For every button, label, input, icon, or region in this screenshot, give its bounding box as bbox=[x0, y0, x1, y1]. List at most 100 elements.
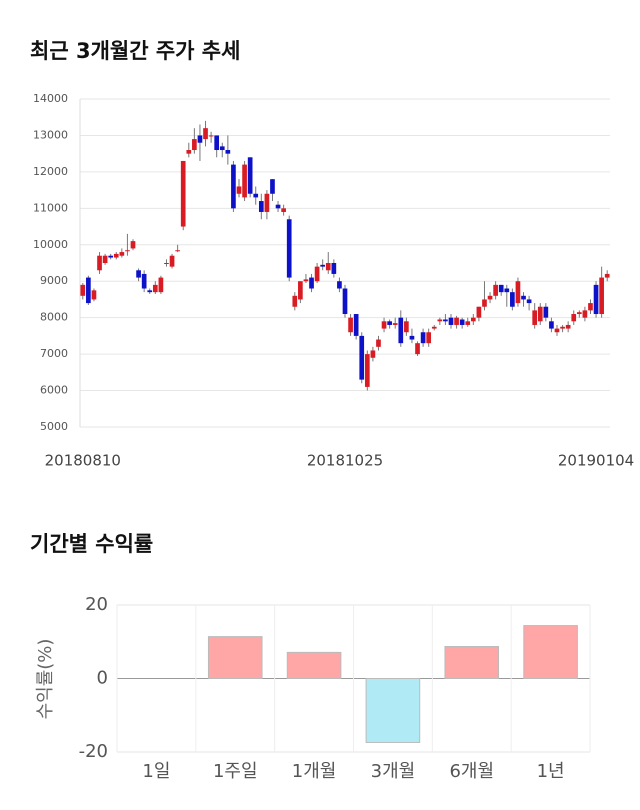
candle-body bbox=[537, 306, 543, 322]
candle-body bbox=[387, 321, 392, 325]
candle-body bbox=[113, 253, 119, 258]
candle-body bbox=[270, 179, 275, 194]
bar bbox=[207, 636, 263, 679]
candle-body bbox=[415, 343, 420, 355]
candle-body bbox=[532, 310, 538, 325]
candle-body bbox=[504, 288, 510, 293]
candle-body bbox=[169, 255, 175, 267]
candle-body bbox=[152, 284, 158, 293]
x-tick-label: 20181025 bbox=[307, 452, 383, 470]
candle-body bbox=[286, 219, 292, 278]
chart-title: 기간별 수익률 bbox=[30, 532, 153, 556]
candle-body bbox=[431, 326, 437, 329]
candle-body bbox=[180, 160, 186, 227]
bar bbox=[444, 646, 500, 680]
x-tick-label: 20190104 bbox=[558, 452, 634, 470]
candle-body bbox=[320, 264, 326, 267]
candle-body bbox=[398, 317, 404, 344]
bar bbox=[365, 678, 421, 743]
y-tick-label: 11000 bbox=[33, 201, 68, 214]
x-tick-label: 1일 bbox=[142, 761, 170, 782]
candle-body bbox=[554, 328, 560, 333]
candle-body bbox=[214, 135, 220, 151]
y-tick-label: 9000 bbox=[40, 274, 68, 287]
candle-body bbox=[86, 277, 91, 304]
x-tick-label: 3개월 bbox=[371, 761, 416, 782]
candle-body bbox=[565, 324, 571, 329]
candle-body bbox=[376, 339, 381, 347]
candle-body bbox=[208, 135, 214, 137]
candle-body bbox=[448, 317, 454, 325]
candle-body bbox=[353, 314, 359, 336]
candle-body bbox=[147, 290, 153, 293]
candle-body bbox=[242, 164, 247, 198]
y-tick-label: -20 bbox=[79, 741, 108, 762]
candle-body bbox=[543, 306, 549, 318]
candle-body bbox=[364, 354, 370, 387]
y-axis-label: 수익률(%) bbox=[35, 639, 56, 720]
candle-body bbox=[560, 326, 565, 329]
candle-body bbox=[130, 241, 136, 249]
candle-body bbox=[247, 157, 253, 194]
candle-body bbox=[476, 306, 482, 318]
y-tick-label: 12000 bbox=[33, 165, 68, 178]
candle-body bbox=[225, 150, 231, 154]
candle-body bbox=[175, 250, 180, 252]
y-tick-label: 10000 bbox=[33, 238, 68, 251]
candle-body bbox=[281, 208, 286, 212]
candle-body bbox=[337, 281, 342, 289]
candle-body bbox=[426, 332, 432, 344]
candle-body bbox=[309, 277, 314, 289]
candle-body bbox=[231, 164, 236, 209]
candle-body bbox=[348, 317, 353, 333]
y-tick-label: 14000 bbox=[33, 92, 68, 105]
candle-body bbox=[219, 146, 225, 151]
candle-body bbox=[487, 295, 493, 300]
candle-body bbox=[108, 255, 114, 258]
candle-body bbox=[582, 310, 588, 318]
candle-body bbox=[381, 321, 387, 329]
y-tick-label: 13000 bbox=[33, 128, 68, 141]
candle-body bbox=[164, 263, 169, 264]
candle-body bbox=[342, 288, 348, 315]
candle-body bbox=[493, 284, 498, 296]
candle-body bbox=[331, 263, 337, 274]
candle-body bbox=[236, 186, 242, 194]
candle-body bbox=[141, 273, 147, 289]
candle-body bbox=[571, 314, 577, 322]
candle-body bbox=[443, 319, 448, 322]
candle-body bbox=[258, 201, 264, 212]
candle-body bbox=[404, 321, 409, 333]
candle-body bbox=[599, 277, 604, 315]
y-tick-label: 6000 bbox=[40, 384, 68, 397]
y-tick-label: 8000 bbox=[40, 311, 68, 324]
y-tick-label: 7000 bbox=[40, 347, 68, 360]
y-tick-label: 0 bbox=[97, 668, 108, 689]
candle-body bbox=[158, 277, 164, 293]
candle-body bbox=[549, 321, 554, 329]
candle-body bbox=[526, 299, 532, 304]
candle-body bbox=[264, 193, 270, 212]
candle-body bbox=[437, 319, 443, 322]
bar bbox=[523, 625, 578, 680]
x-tick-label: 1년 bbox=[537, 761, 565, 782]
candle-body bbox=[80, 284, 86, 296]
candle-body bbox=[515, 281, 521, 304]
candle-body bbox=[498, 284, 504, 293]
candle-body bbox=[392, 323, 398, 325]
candle-body bbox=[409, 335, 415, 340]
candle-body bbox=[593, 284, 599, 315]
bar bbox=[286, 651, 342, 679]
y-tick-label: 20 bbox=[85, 594, 108, 615]
x-tick-label: 6개월 bbox=[449, 761, 494, 782]
candle-body bbox=[303, 279, 309, 282]
candle-body bbox=[298, 281, 303, 300]
x-tick-label: 20180810 bbox=[45, 452, 121, 470]
candle-body bbox=[359, 335, 365, 380]
candle-body bbox=[370, 350, 376, 358]
candle-body bbox=[91, 290, 97, 300]
candle-body bbox=[521, 295, 526, 300]
candle-body bbox=[470, 317, 476, 322]
candle-body bbox=[253, 193, 259, 198]
